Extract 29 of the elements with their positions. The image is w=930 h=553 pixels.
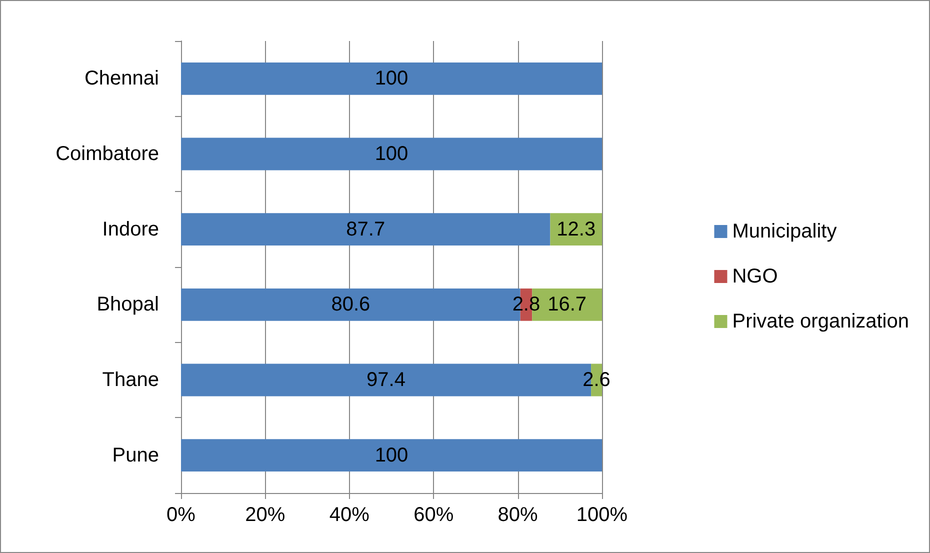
data-label: 87.7 [346,218,386,240]
legend-label: Private organization [732,310,910,332]
y-tick-label: Indore [102,218,159,240]
y-tick-label: Pune [112,444,159,466]
bar [181,138,602,170]
x-tick-label: 60% [414,504,454,526]
data-label: 100 [374,68,408,90]
y-tick-label: Chennai [84,68,159,90]
data-label: 12.3 [556,218,596,240]
legend-label: NGO [732,266,778,288]
legend-label: Municipality [732,220,837,242]
data-label: 100 [374,143,408,165]
x-tick-label: 40% [329,504,370,526]
bar [181,213,550,246]
y-tick-label: Bhopal [96,294,159,316]
x-tick-label: 80% [498,504,538,526]
data-label: 100 [374,444,408,466]
y-tick-label: Coimbatore [56,143,159,165]
x-tick-label: 20% [245,504,286,526]
y-tick-label: Thane [102,369,159,391]
bar [181,439,602,472]
data-label: 16.7 [548,294,587,316]
data-label: 2.6 [582,369,610,391]
x-tick-label: 0% [166,504,196,526]
bar [550,213,602,246]
bar [181,62,602,95]
data-label: 80.6 [331,294,370,316]
data-label: 97.4 [366,369,406,391]
x-tick-label: 100% [576,504,628,526]
